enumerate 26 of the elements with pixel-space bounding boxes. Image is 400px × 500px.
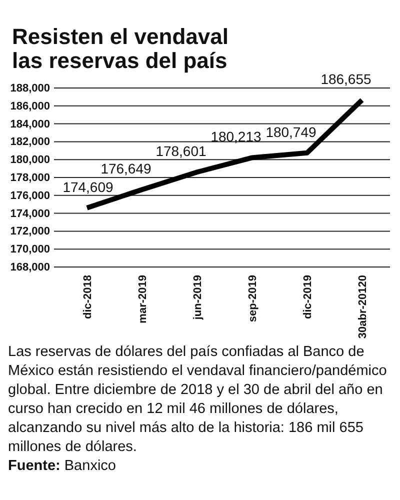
text: 186,655: [320, 71, 372, 88]
x-tick-label: sep-2019: [246, 275, 259, 322]
source-note: Fuente: Banxico: [8, 458, 116, 474]
x-tick-label: 30abr-20120: [356, 275, 369, 339]
y-tick-label: 170,000: [10, 244, 50, 256]
text: Las reservas de dólares del país confiadas al Banco de México están resistiendo el vendaval financiero/pandémico global. Entre diciembre de 2018 y el 30 de abril del año en curso han crecido en 12 mil 46 millones de dólares, alcanzando su nivel más alto de la historia: 186 mil 655 millones de dólares.: [8, 344, 387, 455]
y-tick-label: 168,000: [10, 262, 50, 274]
text: 180,213: [210, 128, 262, 145]
y-tick-label: 182,000: [10, 136, 50, 148]
y-tick-label: 176,000: [10, 190, 50, 202]
x-tick-label: mar-2019: [136, 275, 149, 324]
chart-title: Resisten el vendaval las reservas del país: [12, 24, 228, 73]
y-tick-label: 174,000: [10, 208, 50, 220]
y-tick-label: 188,000: [10, 82, 50, 95]
text: 180,749: [266, 124, 316, 140]
y-tick-label: 186,000: [10, 100, 50, 112]
y-tick-label: 178,000: [10, 172, 50, 184]
x-tick-label: dic-2018: [82, 275, 94, 320]
y-tick-label: 180,000: [10, 154, 50, 166]
text: 174,609: [62, 178, 114, 195]
y-tick-label: 184,000: [10, 118, 50, 130]
x-tick-label: dic-2019: [302, 275, 314, 320]
y-tick-label: 172,000: [10, 226, 50, 238]
x-tick-label: jun-2019: [192, 275, 204, 321]
text: 176,649: [100, 160, 152, 177]
text: 178,601: [156, 143, 206, 160]
